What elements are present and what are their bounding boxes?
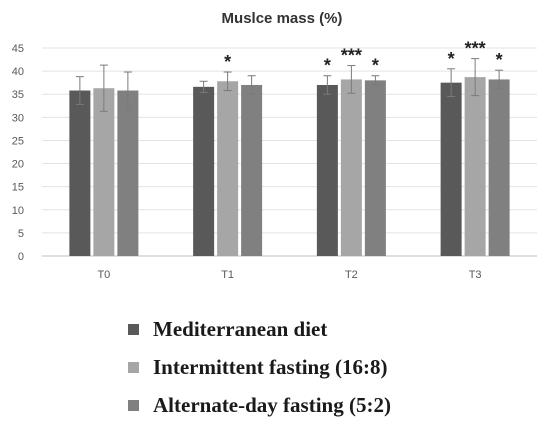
legend-item-intermittent-fasting: Intermittent fasting (16:8) bbox=[128, 348, 391, 386]
y-tick-label: 35 bbox=[12, 89, 24, 101]
significance-marker: *** bbox=[341, 46, 362, 66]
y-tick-label: 0 bbox=[18, 251, 24, 263]
y-tick-label: 20 bbox=[12, 159, 24, 171]
x-tick-label: T2 bbox=[345, 269, 358, 281]
bar bbox=[488, 79, 510, 256]
bar bbox=[316, 84, 338, 256]
bar bbox=[217, 81, 239, 256]
chart-title: Muslce mass (%) bbox=[222, 10, 343, 27]
bar bbox=[241, 84, 263, 256]
legend-swatch bbox=[128, 399, 139, 411]
significance-marker: * bbox=[496, 50, 503, 70]
bar bbox=[364, 80, 386, 256]
bar-marks bbox=[69, 77, 510, 257]
error-bars bbox=[75, 58, 504, 112]
bar bbox=[340, 79, 362, 256]
gridlines bbox=[42, 47, 537, 257]
legend-item-alternate-day-fasting: Alternate-day fasting (5:2) bbox=[128, 386, 391, 424]
significance-marker: * bbox=[324, 56, 331, 76]
legend-swatch bbox=[128, 323, 139, 335]
significance-marker: * bbox=[224, 52, 231, 72]
bar bbox=[93, 88, 115, 256]
legend-swatch bbox=[128, 361, 139, 373]
legend-label: Mediterranean diet bbox=[153, 316, 328, 341]
y-tick-label: 40 bbox=[12, 66, 24, 78]
y-axis-tick-labels: 0 5 10 15 20 25 30 35 40 45 bbox=[12, 43, 24, 263]
y-tick-label: 5 bbox=[18, 228, 24, 240]
y-tick-label: 15 bbox=[12, 182, 24, 194]
significance-marker: *** bbox=[465, 39, 486, 59]
legend: Mediterranean diet Intermittent fasting … bbox=[128, 310, 391, 424]
legend-item-mediterranean-diet: Mediterranean diet bbox=[128, 310, 391, 348]
bar bbox=[193, 86, 215, 257]
legend-label: Alternate-day fasting (5:2) bbox=[153, 392, 391, 417]
bar bbox=[69, 90, 91, 256]
x-tick-label: T1 bbox=[221, 269, 234, 281]
y-tick-label: 45 bbox=[12, 43, 24, 55]
significance-marker: * bbox=[448, 49, 455, 69]
x-axis-tick-labels: T0 T1 T2 T3 bbox=[97, 269, 481, 281]
y-tick-label: 25 bbox=[12, 135, 24, 147]
bar bbox=[117, 90, 139, 256]
legend-label: Intermittent fasting (16:8) bbox=[153, 354, 388, 379]
bar bbox=[464, 77, 486, 257]
y-tick-label: 30 bbox=[12, 112, 24, 124]
significance-marker: * bbox=[372, 56, 379, 76]
bar bbox=[440, 82, 462, 257]
x-tick-label: T0 bbox=[97, 269, 110, 281]
y-tick-label: 10 bbox=[12, 205, 24, 217]
x-tick-label: T3 bbox=[469, 269, 482, 281]
significance-markers: * ***** ***** bbox=[224, 39, 503, 76]
